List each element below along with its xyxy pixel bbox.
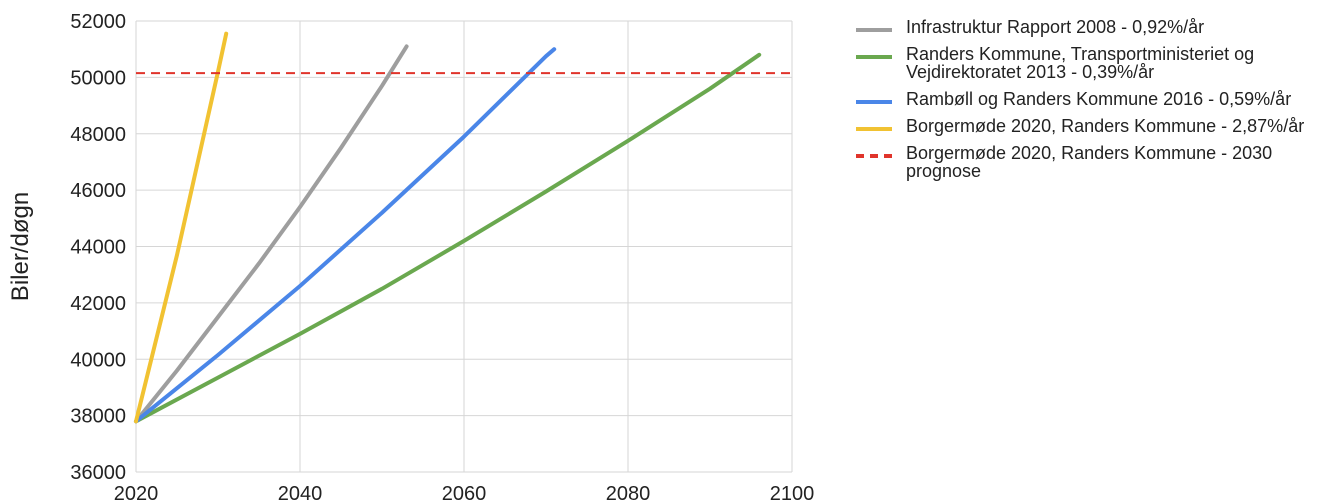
x-tick-label: 2060 bbox=[442, 483, 487, 504]
series-line-2 bbox=[134, 52, 762, 424]
legend: Infrastruktur Rapport 2008 - 0,92%/år Ran… bbox=[856, 18, 1336, 189]
legend-swatch bbox=[856, 28, 892, 32]
y-tick-label: 44000 bbox=[70, 237, 126, 259]
series-line-4 bbox=[134, 31, 229, 424]
line-chart: 2020 2040 2060 2080 2100 36000 38000 40000 42000… bbox=[7, 11, 815, 504]
y-axis-label: Biler/døgn bbox=[7, 192, 34, 301]
legend-item-3: Rambøll og Randers Kommune 2016 - 0,59%/… bbox=[856, 90, 1336, 108]
series-line-3 bbox=[134, 47, 557, 424]
x-tick-label: 2100 bbox=[770, 483, 815, 504]
legend-label: Infrastruktur Rapport 2008 - 0,92%/år bbox=[906, 17, 1205, 37]
legend-swatch bbox=[856, 127, 892, 131]
y-tick-label: 50000 bbox=[70, 67, 126, 89]
legend-item-5: Borgermøde 2020, Randers Kommune - 2030 … bbox=[856, 144, 1336, 180]
legend-swatch bbox=[856, 55, 892, 59]
y-tick-label: 40000 bbox=[70, 349, 126, 371]
legend-swatch bbox=[856, 100, 892, 104]
y-tick-label: 46000 bbox=[70, 180, 126, 202]
x-tick-label: 2020 bbox=[114, 483, 159, 504]
series-line-1 bbox=[134, 44, 409, 424]
legend-label: Randers Kommune, Transportministeriet og… bbox=[906, 44, 1255, 82]
y-tick-label: 42000 bbox=[70, 293, 126, 315]
legend-label: Borgermøde 2020, Randers Kommune - 2030 … bbox=[906, 143, 1273, 181]
legend-item-1: Infrastruktur Rapport 2008 - 0,92%/år bbox=[856, 18, 1336, 36]
x-tick-label: 2080 bbox=[606, 483, 651, 504]
legend-item-4: Borgermøde 2020, Randers Kommune - 2,87%… bbox=[856, 117, 1336, 135]
legend-item-2: Randers Kommune, Transportministeriet og… bbox=[856, 45, 1336, 81]
y-tick-label: 38000 bbox=[70, 406, 126, 428]
x-tick-label: 2040 bbox=[278, 483, 323, 504]
legend-swatch bbox=[856, 154, 892, 158]
y-tick-label: 36000 bbox=[70, 462, 126, 484]
legend-label: Borgermøde 2020, Randers Kommune - 2,87%… bbox=[906, 116, 1305, 136]
y-tick-label: 52000 bbox=[70, 11, 126, 33]
legend-label: Rambøll og Randers Kommune 2016 - 0,59%/… bbox=[906, 89, 1292, 109]
y-tick-label: 48000 bbox=[70, 124, 126, 146]
